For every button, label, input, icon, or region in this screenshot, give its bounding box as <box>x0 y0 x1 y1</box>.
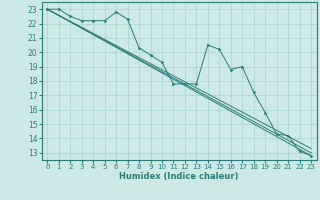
X-axis label: Humidex (Indice chaleur): Humidex (Indice chaleur) <box>119 172 239 181</box>
